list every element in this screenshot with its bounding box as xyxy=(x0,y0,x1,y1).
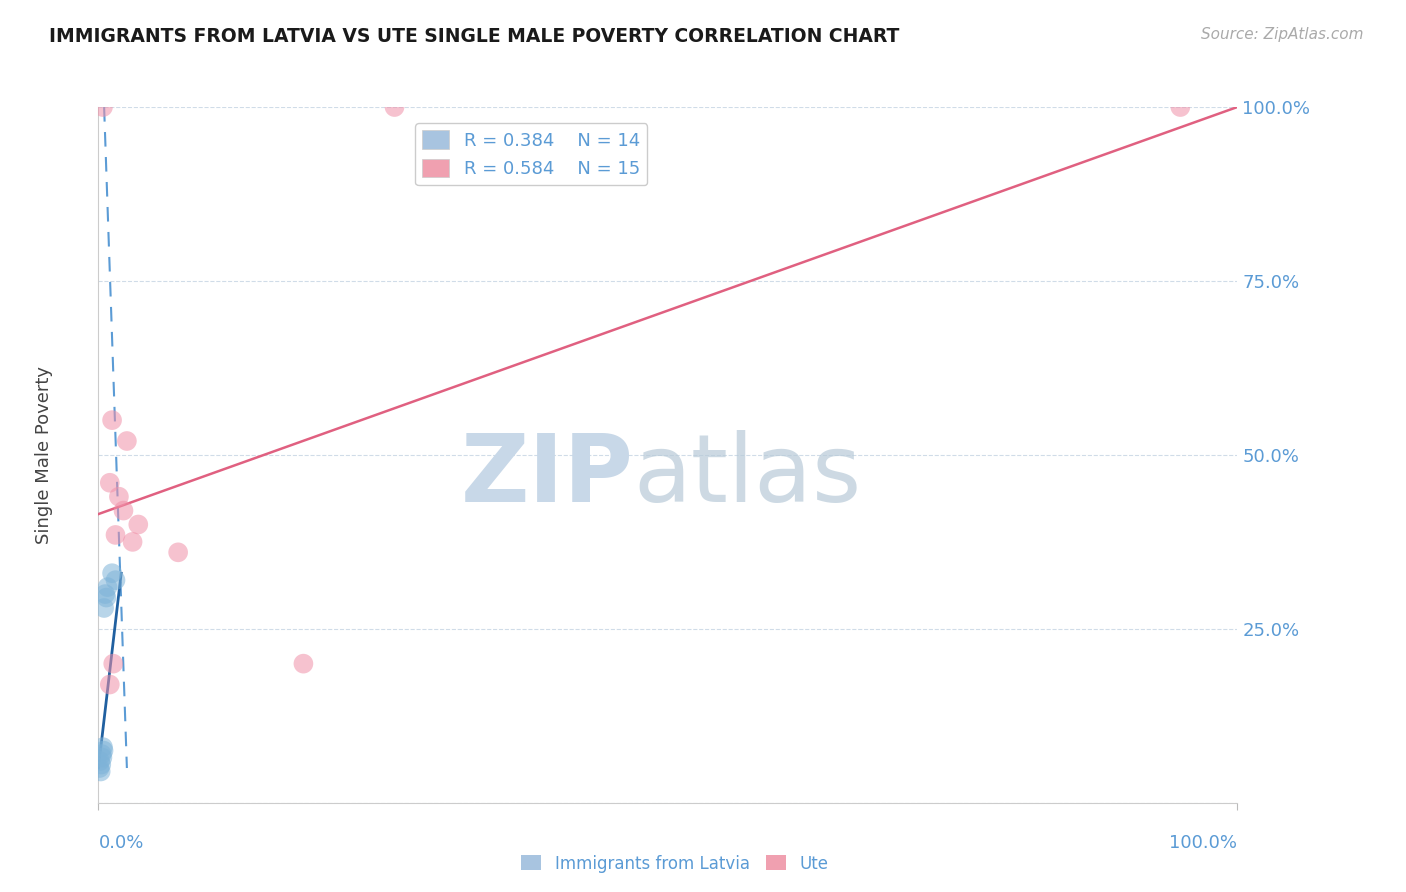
Point xyxy=(98,475,121,490)
Point xyxy=(121,534,143,549)
Text: 100.0%: 100.0% xyxy=(1170,834,1237,852)
Text: 0.0%: 0.0% xyxy=(98,834,143,852)
Text: Single Male Poverty: Single Male Poverty xyxy=(35,366,53,544)
Point xyxy=(89,754,111,768)
Point xyxy=(91,100,114,114)
Point xyxy=(89,761,111,775)
Point xyxy=(98,677,121,691)
Point xyxy=(167,545,190,559)
Text: atlas: atlas xyxy=(634,430,862,522)
Point xyxy=(93,744,115,758)
Point xyxy=(91,750,114,764)
Text: Source: ZipAtlas.com: Source: ZipAtlas.com xyxy=(1201,27,1364,42)
Point xyxy=(104,528,127,542)
Point xyxy=(96,580,118,594)
Point xyxy=(101,413,124,427)
Legend: R = 0.384    N = 14, R = 0.584    N = 15: R = 0.384 N = 14, R = 0.584 N = 15 xyxy=(415,123,647,186)
Point xyxy=(1170,100,1192,114)
Point xyxy=(384,100,406,114)
Point xyxy=(127,517,149,532)
Point xyxy=(104,573,127,587)
Text: ZIP: ZIP xyxy=(461,430,634,522)
Point xyxy=(96,591,118,605)
Point xyxy=(90,757,112,772)
Point xyxy=(112,503,135,517)
Point xyxy=(108,490,131,504)
Point xyxy=(90,764,112,779)
Point xyxy=(101,566,124,581)
Point xyxy=(93,601,115,615)
Point xyxy=(292,657,315,671)
Point xyxy=(91,740,114,755)
Point xyxy=(103,657,125,671)
Point xyxy=(94,587,117,601)
Point xyxy=(90,747,112,761)
Point xyxy=(115,434,138,448)
Legend: Immigrants from Latvia, Ute: Immigrants from Latvia, Ute xyxy=(515,848,835,880)
Text: IMMIGRANTS FROM LATVIA VS UTE SINGLE MALE POVERTY CORRELATION CHART: IMMIGRANTS FROM LATVIA VS UTE SINGLE MAL… xyxy=(49,27,900,45)
